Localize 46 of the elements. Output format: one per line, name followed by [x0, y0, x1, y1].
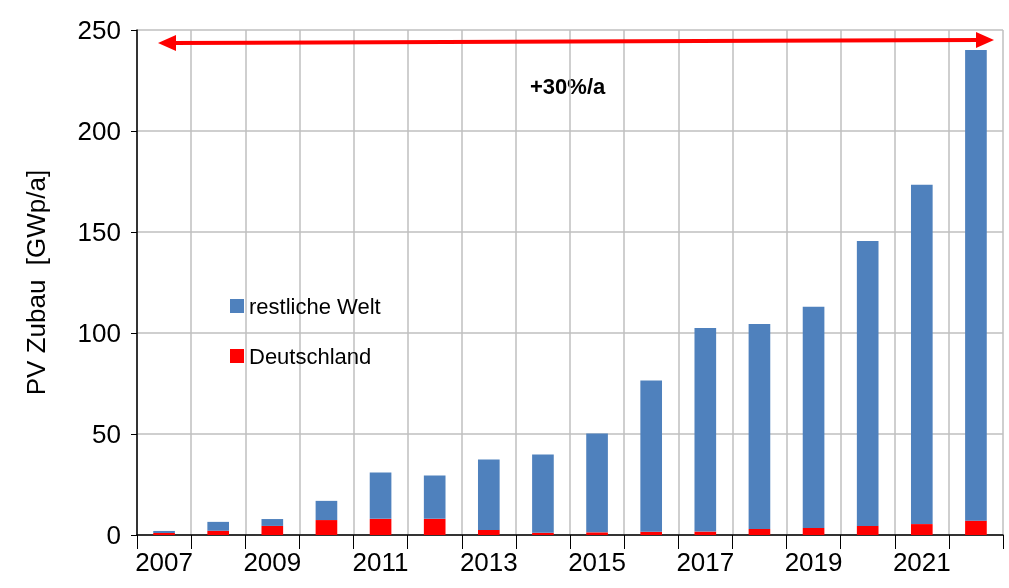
y-tick-label: 250 [77, 15, 121, 45]
bar [207, 530, 230, 535]
bar [856, 241, 879, 526]
bar [532, 454, 554, 533]
bar [748, 528, 771, 535]
bar [965, 520, 987, 535]
bar [856, 525, 879, 535]
bar [315, 500, 338, 521]
bar [586, 532, 608, 535]
bar [748, 323, 771, 529]
x-tick-label: 2011 [352, 547, 409, 577]
bar [423, 475, 446, 519]
bar [261, 525, 284, 535]
y-tick-label: 50 [92, 419, 121, 449]
bar [207, 521, 230, 531]
bar [586, 433, 608, 533]
bar [640, 380, 663, 532]
bar [640, 531, 663, 535]
x-tick-label: 2019 [784, 547, 843, 577]
bar [423, 518, 446, 535]
x-tick-label: 2017 [676, 547, 735, 577]
bar [910, 524, 933, 535]
legend-label: Deutschland [249, 343, 372, 369]
x-tick-label: 2007 [135, 547, 193, 577]
y-tick-label: 150 [77, 217, 121, 247]
bar [802, 306, 825, 528]
y-tick-label: 200 [77, 116, 121, 146]
bar [369, 518, 392, 535]
y-tick-label: 0 [106, 520, 121, 550]
annotation: +30%/a [530, 73, 606, 99]
bar [802, 527, 825, 535]
bar [532, 532, 554, 535]
x-tick-label: 2015 [568, 547, 626, 577]
x-tick-label: 2013 [459, 547, 518, 577]
x-tick-label: 2009 [243, 547, 302, 577]
y-axis-title: PV Zubau [GWp/a] [21, 169, 51, 396]
bar [910, 184, 933, 525]
bar [369, 472, 392, 519]
legend-label: restliche Welt [249, 293, 381, 319]
x-tick-label: 2021 [892, 547, 951, 577]
bar [477, 459, 500, 530]
bar [477, 529, 500, 535]
bar [694, 327, 717, 532]
y-tick-label: 100 [77, 318, 121, 348]
bar [315, 520, 338, 535]
bar [261, 519, 284, 526]
